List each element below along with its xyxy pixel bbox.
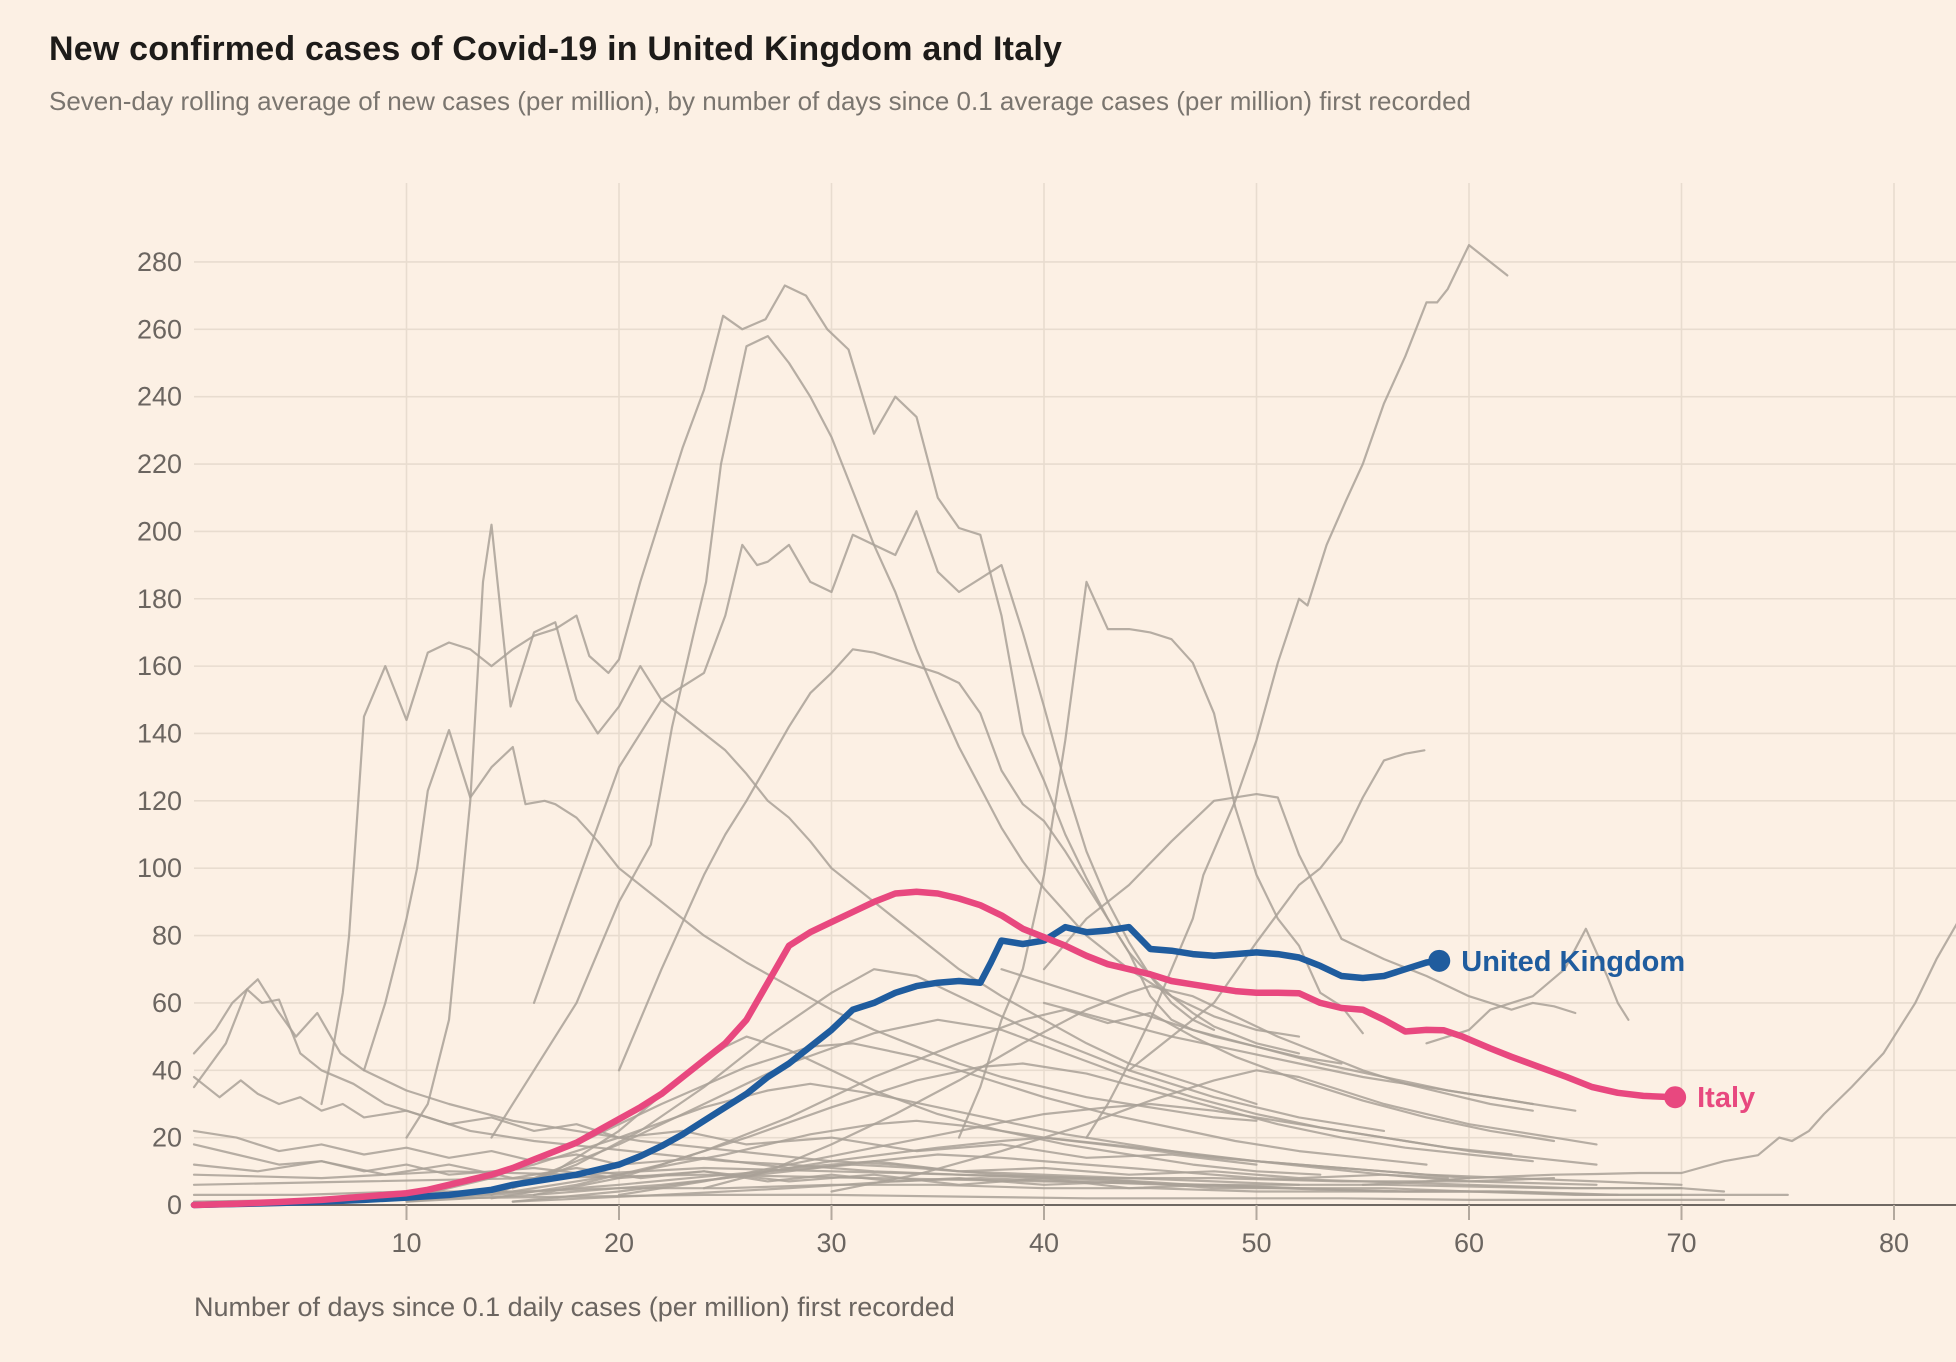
y-tick-label-140: 140 [137,718,182,748]
background-country-line-9 [1425,927,1630,1045]
background-country-line-2 [490,335,1301,1139]
italy-endpoint-dot [1664,1086,1687,1109]
x-tick-label-60: 60 [1454,1228,1484,1258]
background-country-line-30 [192,1183,1683,1197]
background-country-line-6 [1085,244,1509,1139]
y-tick-label-280: 280 [137,247,182,277]
background-country-line-18 [405,1042,1428,1200]
background-country-line-16 [192,1075,1258,1166]
x-tick-label-20: 20 [604,1228,634,1258]
uk-line [190,923,1443,1209]
uk-endpoint-dot [1428,949,1451,972]
background-country-line-8 [1042,792,1577,1015]
y-tick-label-240: 240 [137,382,182,412]
background-country-line-20 [532,1008,1556,1197]
italy-line [190,888,1679,1209]
background-country-line-3 [532,510,1216,1032]
y-tick-label-0: 0 [167,1190,182,1220]
y-tick-label-20: 20 [152,1123,182,1153]
y-tick-label-100: 100 [137,853,182,883]
y-tick-label-120: 120 [137,786,182,816]
background-country-line-29 [192,1160,1301,1190]
chart-title: New confirmed cases of Covid-19 in Unite… [49,30,1063,68]
background-country-line-0 [320,284,1301,1106]
y-tick-label-260: 260 [137,314,182,344]
x-tick-label-70: 70 [1666,1228,1696,1258]
background-country-line-34 [830,1069,1598,1193]
background-country-line-10 [1361,923,1956,1186]
background-country-line-7 [1127,749,1426,1072]
background-country-line-37 [192,1173,1683,1190]
x-tick-label-10: 10 [391,1228,421,1258]
x-tick-label-80: 80 [1879,1228,1909,1258]
y-tick-label-220: 220 [137,449,182,479]
x-axis-title: Number of days since 0.1 daily cases (pe… [194,1292,955,1322]
x-tick-label-40: 40 [1029,1228,1059,1258]
background-country-line-32 [511,968,1386,1190]
background-country-line-12 [192,988,1131,1183]
background-country-line-31 [192,1193,1726,1203]
italy-label: Italy [1697,1082,1755,1114]
x-tick-label-30: 30 [816,1228,846,1258]
y-tick-label-200: 200 [137,516,182,546]
y-tick-label-160: 160 [137,651,182,681]
background-country-line-36 [1000,968,1577,1112]
background-country-line-22 [617,1102,1598,1197]
background-country-line-13 [362,728,1258,1122]
y-tick-label-80: 80 [152,921,182,951]
x-tick-label-50: 50 [1241,1228,1271,1258]
y-tick-label-60: 60 [152,988,182,1018]
background-country-line-38 [192,1166,1598,1186]
y-tick-label-40: 40 [152,1055,182,1085]
uk-label: United Kingdom [1461,946,1685,978]
background-country-line-11 [192,978,1301,1186]
background-country-line-14 [192,1129,1556,1183]
chart-subtitle: Seven-day rolling average of new cases (… [49,86,1471,116]
y-tick-label-180: 180 [137,584,182,614]
background-country-line-5 [957,580,1364,1139]
background-country-line-4 [617,648,1343,1072]
